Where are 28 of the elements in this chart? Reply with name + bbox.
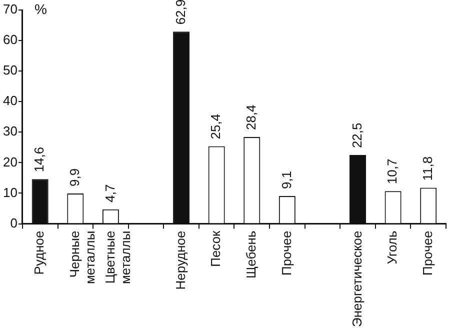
x-tick-label: Рудное: [32, 230, 47, 275]
x-tick-label: Песок: [208, 230, 224, 267]
y-tick-label: 40: [2, 93, 18, 108]
x-tick-label: Прочее: [278, 230, 294, 276]
x-tick-label: Энергетическое: [349, 230, 364, 327]
x-tick-label: Щебень: [243, 230, 258, 279]
data-label: 9,1: [278, 170, 294, 189]
y-tick-label: 70: [2, 2, 18, 17]
data-label: 25,4: [208, 114, 224, 140]
data-label: 11,8: [420, 156, 435, 181]
y-tick-label: 50: [2, 62, 18, 78]
x-tick-label: Нерудное: [172, 230, 188, 290]
data-label: 28,4: [243, 104, 258, 130]
x-tick-label: Прочее: [420, 230, 435, 276]
x-tick-label: Уголь: [384, 230, 400, 264]
data-label: 62,9: [172, 0, 188, 25]
data-label: 4,7: [102, 184, 118, 202]
y-tick-label: 30: [2, 124, 18, 139]
y-tick-label: 60: [2, 32, 18, 48]
data-label: 10,7: [384, 158, 400, 184]
data-label: 22,5: [349, 122, 364, 148]
x-tick-label: Черные металлы: [66, 230, 98, 284]
y-tick-label: 20: [2, 154, 18, 170]
y-tick-label: 0: [10, 215, 18, 230]
y-axis-title: %: [34, 0, 47, 17]
data-label: 14,6: [32, 146, 47, 172]
data-label: 9,9: [66, 168, 82, 187]
y-tick-label: 10: [2, 184, 18, 200]
